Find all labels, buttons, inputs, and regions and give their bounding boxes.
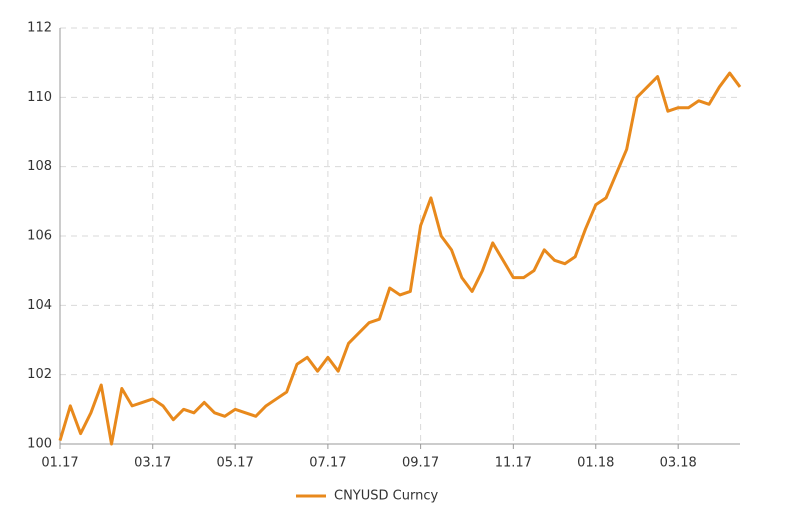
x-tick-label: 09.17: [402, 456, 439, 471]
x-tick-label: 07.17: [309, 456, 346, 471]
x-tick-label: 11.17: [495, 456, 532, 471]
x-tick-label: 01.18: [577, 456, 614, 471]
line: [58, 71, 742, 446]
x-tick-label: 03.17: [134, 456, 171, 471]
y-tick-label: 108: [27, 159, 52, 174]
y-tick-label: 102: [27, 367, 52, 382]
x-tick-label: 03.18: [660, 456, 697, 471]
x-tick-label: 01.17: [41, 456, 78, 471]
x-tick-label: 05.17: [217, 456, 254, 471]
y-tick-label: 106: [27, 229, 52, 244]
legend-label: CNYUSD Curncy: [334, 489, 438, 504]
y-tick-label: 112: [27, 21, 52, 36]
y-tick-label: 104: [27, 298, 52, 313]
y-tick-label: 110: [27, 90, 52, 105]
y-tick-label: 100: [27, 437, 52, 452]
